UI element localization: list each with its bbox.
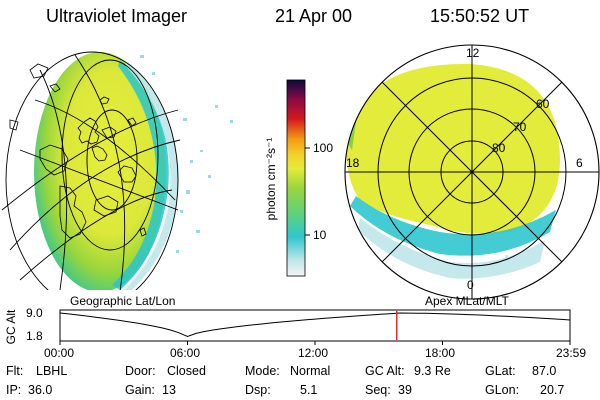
gcalt-label: GC Alt:	[365, 364, 405, 378]
observation-time: 15:50:52 UT	[430, 6, 530, 26]
seq-label: Seq:	[365, 383, 391, 397]
apex-caption: Apex MLat/MLT	[425, 294, 509, 308]
mlt-label-18: 18	[346, 156, 360, 170]
timeline-xtick-0600: 06:00	[170, 346, 201, 360]
gain-value: 13	[162, 383, 176, 397]
color-scale	[286, 79, 310, 277]
mlt-label-6: 6	[576, 156, 583, 170]
mlat-label-60: 60	[536, 97, 550, 111]
gain-label: Gain:	[125, 383, 155, 397]
observation-date: 21 Apr 00	[275, 6, 353, 26]
glat-label: GLat:	[485, 364, 516, 378]
mode-value: Normal	[290, 364, 331, 378]
geographic-caption: Geographic Lat/Lon	[70, 294, 176, 308]
polar-plot	[344, 44, 600, 300]
dsp-value: 5.1	[300, 383, 318, 397]
timeline-xtick-1800: 18:00	[425, 346, 456, 360]
colorbar	[286, 79, 306, 277]
door-value: Closed	[167, 364, 206, 378]
gcalt-value: 9.3 Re	[414, 364, 451, 378]
glat-value: 87.0	[532, 364, 557, 378]
timeline-ytick-low: 1.8	[26, 329, 43, 343]
ip-label: IP:	[6, 383, 22, 397]
dsp-label: Dsp:	[245, 383, 271, 397]
flt-value: LBHL	[36, 364, 68, 378]
colorbar-tick-100: 100	[313, 141, 334, 155]
door-label: Door:	[125, 364, 156, 378]
altitude-curve	[59, 312, 571, 338]
glon-label: GLon:	[485, 383, 520, 397]
mlt-label-0: 0	[467, 278, 474, 292]
instrument-title: Ultraviolet Imager	[46, 6, 188, 26]
mode-label: Mode:	[245, 364, 280, 378]
timeline-xtick-2359: 23:59	[556, 346, 587, 360]
glon-value: 20.7	[540, 383, 565, 397]
timeline-ylabel: GC Alt	[4, 309, 18, 345]
dayglow-edge	[350, 196, 556, 256]
polar-grid	[345, 45, 599, 299]
flt-label: Flt:	[6, 364, 24, 378]
noise-pixels	[140, 55, 233, 253]
colorbar-unit-label: photon cm⁻²s⁻¹	[264, 137, 278, 221]
mlt-label-12: 12	[466, 46, 480, 60]
ip-value: 36.0	[28, 383, 53, 397]
auroral-oval	[345, 63, 560, 234]
timeline-xtick-0000: 00:00	[44, 346, 75, 360]
altitude-timeline	[59, 309, 571, 345]
mlat-label-70: 70	[513, 120, 527, 134]
geographic-image	[1, 51, 233, 290]
timeline-ytick-high: 9.0	[26, 306, 43, 320]
mlat-label-80: 80	[492, 141, 506, 155]
timeline-xtick-1200: 12:00	[298, 346, 329, 360]
globe-grid	[1, 51, 181, 290]
timeline-frame	[59, 309, 571, 342]
coastlines	[9, 63, 147, 239]
colorbar-tick-10: 10	[313, 228, 327, 242]
seq-value: 39	[398, 383, 412, 397]
